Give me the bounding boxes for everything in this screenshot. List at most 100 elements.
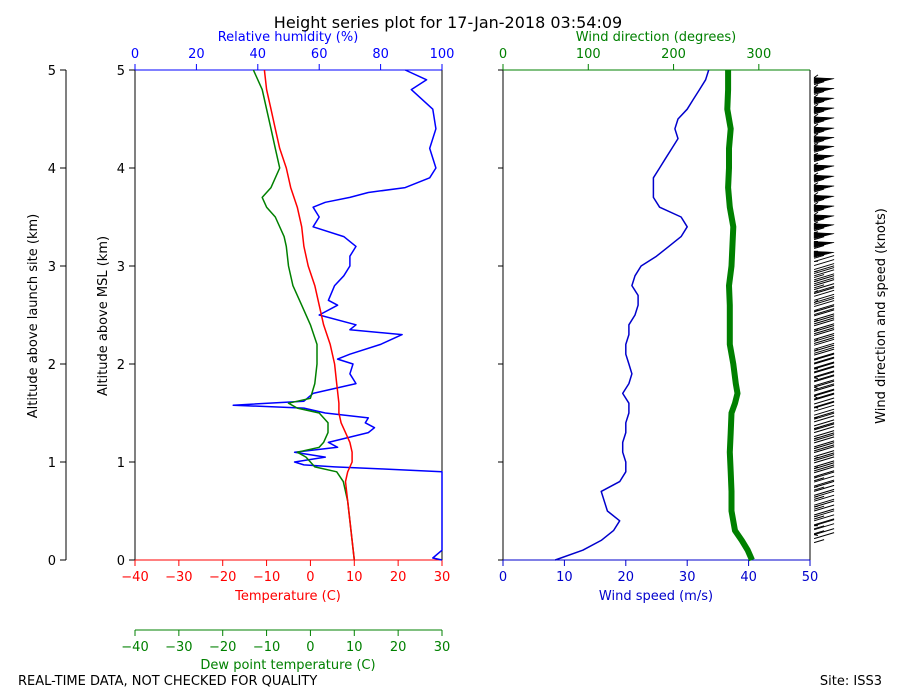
wind-barb-full [813,357,835,365]
wdir-tick-label: 100 [576,47,601,62]
wind-barb-full [813,305,835,313]
wind-barb-half [813,208,825,213]
wind-barb-full [813,283,835,291]
wind-barb-staff [813,94,819,98]
wind-barb-half [813,495,825,500]
wind-barb-staff [813,211,819,216]
wspd-tick-label: 0 [499,570,507,585]
wind-barb-full [813,479,835,487]
wind-barb-full [813,393,835,401]
wind-barb-full [813,337,835,344]
wind-barb-full [813,342,835,350]
wind-barb-full [813,434,835,442]
wind-barb-flag [813,116,835,124]
rh-tick-label: 100 [430,47,455,62]
wind-barb-full [813,308,835,316]
wind-barb-full [813,462,835,470]
wind-barb-full [813,488,835,496]
wind-barb-staff [813,84,819,88]
temp-tick-label: −40 [121,570,148,585]
wind-barb-full [813,397,835,405]
wind-barb-half [813,515,825,520]
wind-barb-full [813,327,835,335]
wind-barb-full [813,325,835,332]
wind-barb-full [813,490,835,498]
wspd-tick-label: 20 [618,570,635,585]
wind-barb-full [813,401,835,409]
wind-barb-half [813,168,825,173]
wind-speed-line [554,69,710,561]
wdir-tick-label: 200 [661,47,686,62]
y-tick-label-msl: 2 [117,358,125,373]
wind-barb-full [813,456,835,464]
wspd-tick-label: 40 [740,570,757,585]
wind-barb-flag [813,204,835,212]
wind-barb-full [813,263,835,271]
wind-barb-half [813,227,825,232]
wind-barb-full [813,293,835,301]
wind-barb-full [813,365,835,373]
wind-barb-full [813,408,835,416]
temp-tick-label: −20 [209,570,236,585]
wind-barb-full [813,404,835,412]
wind-barb-full [813,309,835,317]
wind-barb-staff [813,192,819,196]
wind-barb-full [813,419,835,427]
wind-barb-full [813,375,835,383]
wind-barb-flag [813,251,835,258]
wind-barb-staff [813,143,819,146]
wind-barb-full [813,275,835,283]
wind-barb-flag [813,241,835,248]
wind-barb-full [813,287,835,295]
dewpoint-tick-label: −40 [121,640,148,655]
wind-barb-half [813,139,825,144]
wind-barb-full [813,450,835,458]
temp-tick-label: 10 [346,570,363,585]
wind-barb-full [813,436,835,444]
dewpoint-tick-label: 0 [306,640,314,655]
wind-barb-full [813,498,835,506]
wind-barb-full [813,494,835,502]
wind-barb-staff [813,201,819,206]
wind-barb-full [813,334,835,342]
wind-barb-flag [813,232,835,239]
y-tick-label-msl: 4 [117,162,125,177]
wind-barb-full [813,504,835,512]
wind-barb-flag [813,77,835,84]
wind-barb-full [813,480,835,488]
right-top-axis-title: Wind direction (degrees) [576,30,736,45]
wind-barb-full [813,430,835,438]
wind-barb-full [813,475,835,483]
wind-barb-full [813,383,835,391]
wind-barb-half [813,188,825,193]
wind-barb-half [813,90,825,95]
wind-barb-full [813,471,835,479]
wind-barb-full [813,440,835,448]
wind-barb-full [813,279,835,287]
wind-barb-half [813,245,825,249]
temp-tick-label: −10 [253,570,280,585]
wind-barb-half [813,525,825,530]
wind-barb-flag [813,96,835,104]
wind-barb-full [813,352,835,360]
chart-title: Height series plot for 17-Jan-2018 03:54… [274,13,622,32]
wind-barb-full [813,289,835,297]
wind-barb-staff [813,113,819,118]
wind-barb-full [813,269,835,277]
dewpoint-tick-label: 10 [346,640,363,655]
temp-tick-label: −30 [165,570,192,585]
right-bottom-axis-title: Wind speed (m/s) [599,589,713,604]
wind-barb-full [813,470,835,478]
wind-barb-full [813,464,835,472]
wind-barb-staff [813,123,819,128]
wind-barb-full [813,442,835,450]
wind-barb-full [813,300,835,308]
wdir-tick-label: 0 [499,47,507,62]
wind-barb-full [813,297,835,305]
wind-barb-flag [813,174,835,182]
wind-barb-half [813,110,825,115]
wind-barb-half [813,100,825,105]
wind-barb-full [813,454,835,462]
wind-barb-staff [813,182,819,186]
left-temp-axis-title: Temperature (C) [234,589,341,604]
